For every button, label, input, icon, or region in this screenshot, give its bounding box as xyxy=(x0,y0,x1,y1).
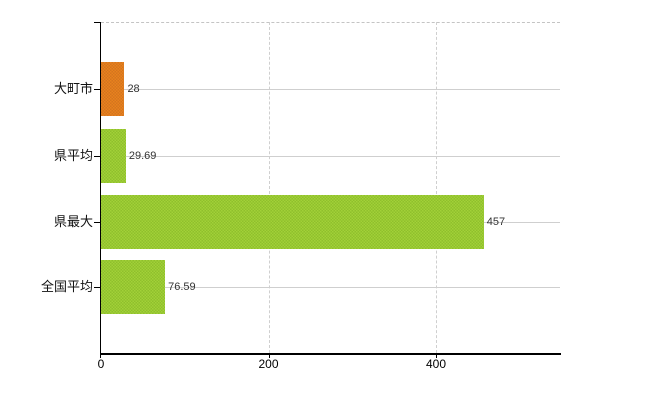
x-axis-tick-400 xyxy=(436,353,437,358)
bar-3 xyxy=(101,260,166,314)
row-gridline xyxy=(101,156,560,157)
y-axis-tick xyxy=(94,89,101,90)
value-label: 28 xyxy=(127,83,140,95)
bar-0 xyxy=(101,62,125,116)
category-label: 県最大 xyxy=(53,214,93,229)
y-axis-tick xyxy=(94,287,101,288)
y-axis-line xyxy=(99,22,101,358)
category-label: 県平均 xyxy=(53,148,93,163)
bar-1 xyxy=(101,129,126,183)
x-tick-label-0: 0 xyxy=(97,357,105,371)
x-tick-label-400: 400 xyxy=(425,357,447,371)
plot-top-border xyxy=(101,22,560,23)
x-tick-label-200: 200 xyxy=(258,357,279,371)
category-label: 全国平均 xyxy=(40,279,93,294)
value-label: 29.69 xyxy=(128,150,157,162)
value-label: 76.59 xyxy=(168,281,196,293)
x-axis-tick-200 xyxy=(268,353,270,358)
category-label: 大町市 xyxy=(53,81,93,96)
x-gridline-400 xyxy=(436,22,437,353)
y-axis-top-tick xyxy=(94,22,101,23)
row-gridline xyxy=(101,89,560,90)
x-gridline-200 xyxy=(268,22,270,353)
bar-2 xyxy=(101,195,484,249)
y-axis-tick xyxy=(94,222,101,223)
x-axis-line xyxy=(99,353,561,355)
row-gridline xyxy=(101,287,560,288)
value-label: 457 xyxy=(486,216,506,228)
y-axis-tick xyxy=(94,156,101,157)
